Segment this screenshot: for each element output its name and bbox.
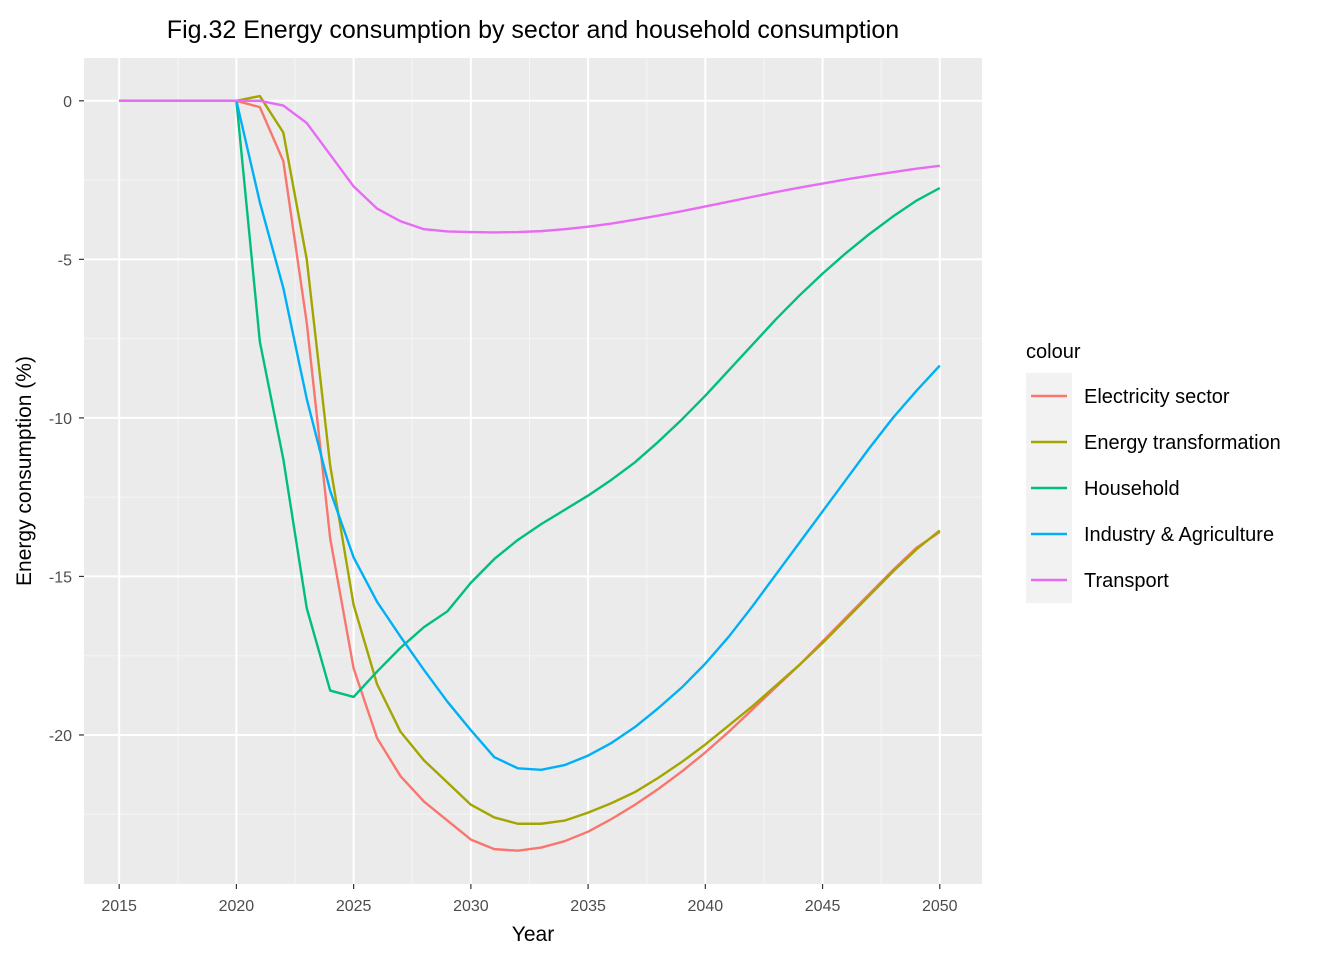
- legend-label-transport: Transport: [1084, 570, 1169, 592]
- x-tick-label: 2050: [922, 898, 958, 915]
- series-lines: [119, 94, 941, 852]
- x-tick-label: 2030: [453, 898, 489, 915]
- chart-title: Fig.32 Energy consumption by sector and …: [167, 16, 899, 44]
- y-axis-title: Energy consumption (%): [13, 356, 36, 586]
- x-tick-label: 2040: [688, 898, 724, 915]
- x-axis: 2015 2020 2025 2030 2035 2040 2045 2050: [101, 884, 958, 915]
- legend-label-household: Household: [1084, 478, 1180, 500]
- series-line-industry-agriculture: [119, 99, 941, 772]
- x-tick-label: 2020: [219, 898, 255, 915]
- x-axis-title: Year: [512, 923, 554, 946]
- x-tick-label: 2025: [336, 898, 372, 915]
- legend-items: Electricity sector Energy transformation H…: [1031, 386, 1281, 592]
- legend-label-industry-agriculture: Industry & Agriculture: [1084, 524, 1274, 546]
- legend-label-energy-transformation: Energy transformation: [1084, 432, 1281, 454]
- series-line-household: [119, 99, 941, 699]
- y-tick-label: -5: [58, 252, 72, 269]
- y-tick-label: -10: [49, 411, 72, 428]
- x-tick-label: 2015: [101, 898, 137, 915]
- y-axis: 0 -5 -10 -15 -20: [49, 94, 84, 745]
- y-tick-label: -20: [49, 728, 72, 745]
- grid-major: [84, 58, 982, 884]
- x-tick-label: 2035: [570, 898, 606, 915]
- legend: colour Electricity sector Energy transfor…: [1026, 341, 1281, 603]
- x-tick-label: 2045: [805, 898, 841, 915]
- series-line-energy-transformation: [119, 94, 941, 825]
- legend-title: colour: [1026, 341, 1081, 363]
- legend-label-electricity-sector: Electricity sector: [1084, 386, 1230, 408]
- y-tick-label: 0: [63, 94, 72, 111]
- y-tick-label: -15: [49, 569, 72, 586]
- plot-panel: [84, 58, 982, 884]
- series-line-transport: [119, 99, 940, 234]
